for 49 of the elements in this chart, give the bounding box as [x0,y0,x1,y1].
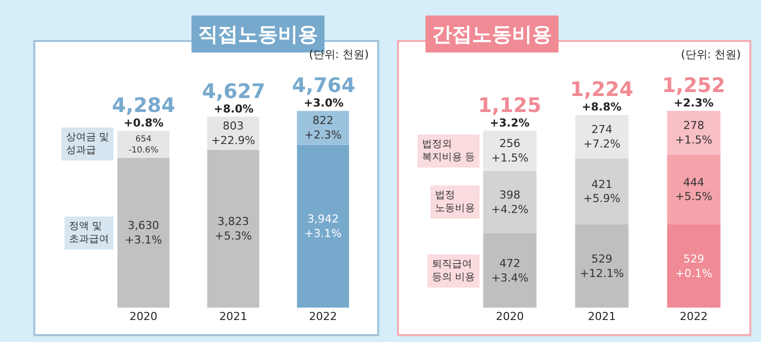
data-label: 278 +1.5% [675,119,712,146]
series-label: 퇴직급여 등의 비용 [432,259,476,283]
total-label: 4,764 +3.0% [292,73,356,110]
total-label: 4,284 +0.8% [112,93,176,130]
chart-subtitle: (단위: 천원) [309,48,369,61]
series-label: 법정 노동비용 [435,190,475,214]
x-tick-label: 2021 [588,310,616,323]
data-label: 274 +7.2% [583,123,620,150]
bar [207,150,260,308]
data-label: 421 +5.9% [583,178,620,206]
chart-title: 간접노동비용 [432,22,552,46]
x-tick-label: 2020 [129,310,158,323]
data-label: 654 -10.6% [128,133,158,154]
total-label: 1,224 +8.8% [570,77,634,114]
x-tick-label: 2020 [496,310,524,323]
bar [483,170,537,234]
chart-title: 직접노동비용 [198,22,318,46]
x-tick-label: 2022 [309,310,338,323]
bar [575,115,628,158]
chart-subtitle: (단위: 천원) [681,48,741,61]
bar [483,234,537,308]
bar [483,130,537,171]
data-label: 822 +2.3% [304,114,342,142]
bar [575,224,628,308]
bar [667,110,720,155]
data-label: 3,942 +3.1% [304,212,342,240]
data-label: 472 +3.4% [491,257,528,284]
data-label: 444 +5.5% [675,176,712,204]
data-label: 3,823 +5.3% [214,215,252,242]
data-label: 529 +0.1% [675,252,712,280]
data-label: 3,630 +3.1% [124,219,162,246]
bar [296,144,350,308]
bar [667,224,720,308]
bar [667,154,720,225]
data-label: 256 +1.5% [491,137,528,164]
total-label: 1,125 +3.2% [478,93,542,130]
series-label: 상여금 및 성과급 [66,132,110,156]
bar [575,158,628,225]
x-tick-label: 2021 [219,310,248,323]
x-tick-label: 2022 [680,310,708,323]
series-label: 법정외 복지비용 등 [422,139,476,163]
data-label: 398 +4.2% [491,188,528,216]
bar [117,158,170,308]
data-label: 803 +22.9% [211,120,256,147]
data-label: 529 +12.1% [580,252,624,280]
total-label: 1,252 +2.3% [662,73,726,110]
series-label: 정액 및 초과급여 [69,221,109,245]
bar [117,130,170,158]
total-label: 4,627 +8.0% [202,79,266,116]
